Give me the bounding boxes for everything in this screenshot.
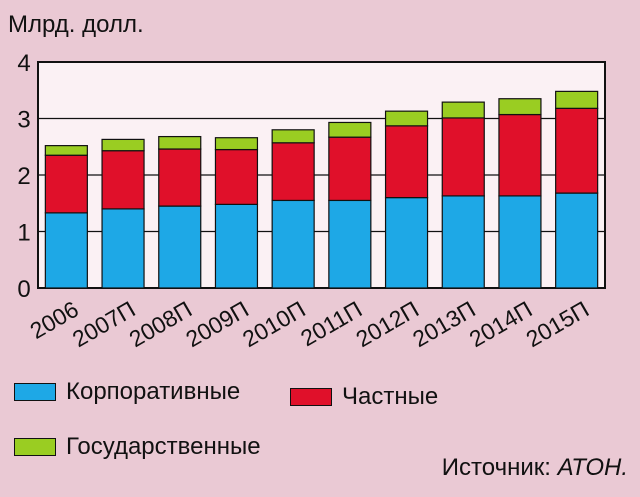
x-tick-label: 2008П [125,296,197,352]
legend-swatch-corporate [14,383,56,401]
bar-segment [271,142,315,202]
bar-segment [214,203,259,289]
bar-segment [101,150,145,210]
bar-segment [101,208,145,289]
stacked-bar-chart: Млрд. долл. 0123420062007П2008П2009П2010… [8,11,606,352]
legend-swatch-state [14,438,56,456]
bar-segment [44,145,88,156]
legend-label-private: Частные [342,383,439,410]
y-tick-label: 3 [17,107,30,134]
bar-segment [328,199,372,289]
y-tick-label: 2 [17,163,30,190]
bar-segment [158,135,202,150]
bar-segment [44,212,88,289]
x-tick-label: 2013П [408,296,480,352]
x-tick-label: 2011П [296,296,366,352]
bar-segment [498,113,542,197]
x-tick-label: 2007П [68,296,140,352]
source-name: АТОН. [557,454,628,481]
bar-segment [384,197,429,289]
bar-segment [158,205,202,289]
bar-segment [498,98,542,116]
bar-segment [384,110,429,127]
legend-item-state: Государственные [14,433,261,461]
y-axis-label: Млрд. долл. [8,11,144,38]
bar-segment [384,125,429,199]
bar-segment [555,192,599,289]
bar-segment [214,148,259,205]
bar-segment [44,154,88,214]
legend-label-corporate: Корпоративные [66,378,241,405]
bar-segment [101,138,145,152]
bar-segment [214,137,259,151]
x-tick-label: 2009П [181,296,253,352]
legend-item-corporate: Корпоративные [14,378,240,406]
legend-item-private: Частные [290,383,438,411]
x-tick-label: 2015П [522,296,594,352]
bar-segment [158,148,202,207]
x-tick-label: 2010П [238,296,310,352]
y-tick-label: 4 [17,50,30,77]
x-tick-label: 2014П [465,296,537,352]
bar-segment [555,107,599,194]
bar-segment [271,199,315,289]
bar-segment [555,90,599,109]
bar-segment [441,101,485,119]
bar-segment [271,129,315,144]
legend-swatch-private [290,388,332,406]
bar-segment [328,121,372,138]
source-label: Источник: [441,454,551,481]
y-tick-label: 1 [17,220,30,247]
bar-segment [441,195,485,289]
legend-label-state: Государственные [66,433,261,460]
bar-segment [328,136,372,202]
plot-frame [37,61,606,289]
x-tick-label: 2012П [351,296,423,352]
source-note: Источник: АТОН. [442,454,628,482]
bar-segment [441,117,485,197]
y-tick-label: 0 [17,276,30,303]
bar-segment [498,195,542,289]
